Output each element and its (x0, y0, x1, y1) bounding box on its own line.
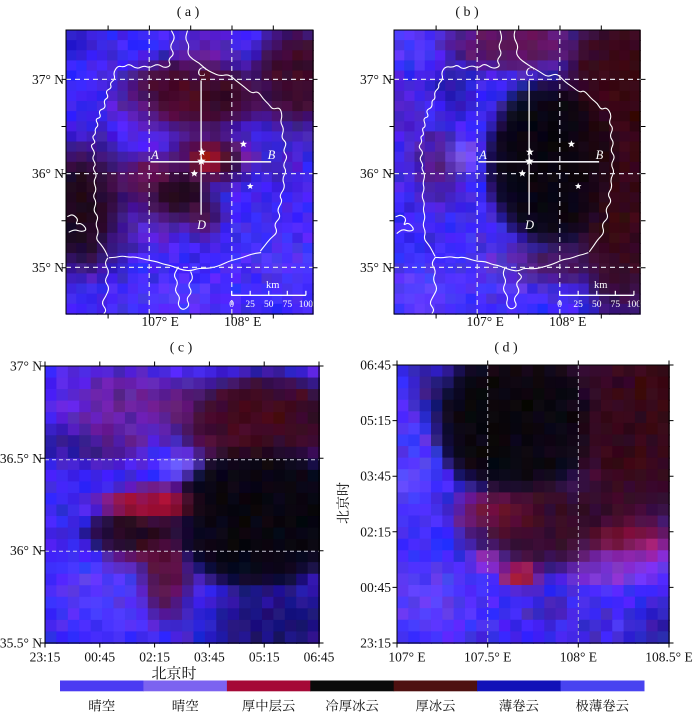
svg-text:107° E: 107° E (467, 314, 504, 329)
svg-text:0: 0 (229, 300, 234, 310)
svg-text:25: 25 (573, 300, 583, 310)
svg-text:108° E: 108° E (560, 650, 597, 665)
svg-text:107° E: 107° E (388, 650, 425, 665)
svg-text:36.5° N: 36.5° N (0, 451, 42, 466)
svg-text:( b ): ( b ) (455, 5, 479, 20)
svg-text:( d ): ( d ) (494, 341, 518, 356)
svg-text:B: B (596, 148, 604, 162)
svg-text:03:45: 03:45 (194, 650, 225, 665)
svg-text:35° N: 35° N (32, 260, 64, 275)
svg-text:05:15: 05:15 (360, 413, 391, 428)
svg-text:02:15: 02:15 (360, 524, 391, 539)
svg-text:108° E: 108° E (224, 314, 261, 329)
svg-text:100: 100 (627, 300, 642, 310)
svg-text:00:45: 00:45 (360, 580, 391, 595)
svg-text:23:15: 23:15 (30, 650, 61, 665)
svg-text:50: 50 (592, 300, 602, 310)
svg-text:A: A (150, 148, 159, 162)
svg-text:A: A (478, 148, 487, 162)
svg-text:06:45: 06:45 (360, 358, 391, 373)
svg-text:06:45: 06:45 (304, 650, 335, 665)
svg-text:75: 75 (283, 300, 293, 310)
svg-text:00:45: 00:45 (84, 650, 115, 665)
svg-text:23:15: 23:15 (360, 636, 391, 651)
svg-text:36° N: 36° N (32, 166, 64, 181)
svg-text:km: km (266, 280, 279, 291)
svg-text:37° N: 37° N (32, 72, 64, 87)
svg-text:02:15: 02:15 (139, 650, 170, 665)
svg-text:35° N: 35° N (360, 260, 392, 275)
svg-text:75: 75 (611, 300, 621, 310)
svg-text:108° E: 108° E (549, 314, 586, 329)
svg-text:D: D (524, 218, 534, 232)
svg-text:05:15: 05:15 (249, 650, 280, 665)
svg-text:( c ): ( c ) (170, 341, 193, 356)
svg-text:km: km (594, 280, 607, 291)
svg-text:37° N: 37° N (10, 359, 42, 374)
svg-text:D: D (196, 218, 206, 232)
svg-text:36° N: 36° N (10, 543, 42, 558)
svg-text:107.5° E: 107.5° E (464, 650, 511, 665)
svg-text:0: 0 (557, 300, 562, 310)
svg-text:50: 50 (264, 300, 274, 310)
svg-text:35.5° N: 35.5° N (0, 636, 42, 651)
svg-text:100: 100 (299, 300, 314, 310)
svg-text:C: C (197, 65, 206, 79)
svg-text:107° E: 107° E (142, 314, 179, 329)
svg-text:03:45: 03:45 (360, 469, 391, 484)
svg-text:C: C (525, 65, 534, 79)
svg-text:36° N: 36° N (360, 166, 392, 181)
svg-text:108.5° E: 108.5° E (645, 650, 692, 665)
svg-text:25: 25 (245, 300, 255, 310)
svg-text:37° N: 37° N (360, 72, 392, 87)
svg-text:B: B (268, 148, 276, 162)
svg-text:( a ): ( a ) (177, 5, 200, 20)
